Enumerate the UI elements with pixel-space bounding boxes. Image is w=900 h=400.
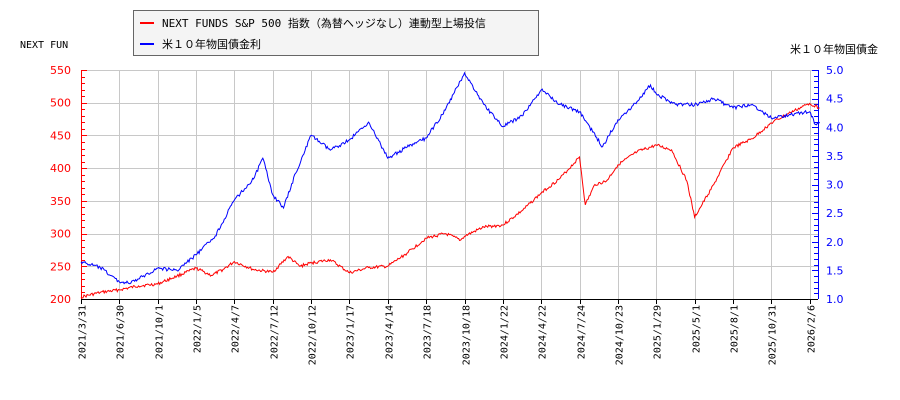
grid-lines bbox=[81, 70, 818, 300]
x-tick-label: 2022/4/7 bbox=[231, 305, 242, 353]
x-tick-label: 2021/10/1 bbox=[155, 305, 166, 359]
x-tick-label: 2025/10/31 bbox=[768, 305, 779, 365]
right-tick-label: 4.0 bbox=[826, 121, 844, 134]
left-tick-label: 200 bbox=[50, 293, 71, 306]
left-axis-title: NEXT FUN bbox=[20, 40, 69, 51]
left-tick-label: 350 bbox=[50, 195, 71, 208]
right-tick-label: 3.0 bbox=[826, 179, 844, 192]
right-tick-label: 4.5 bbox=[826, 93, 844, 106]
legend-item-sp500: NEXT FUNDS S&P 500 指数（為替ヘッジなし）連動型上場投信 bbox=[140, 15, 486, 31]
x-tick-label: 2021/6/30 bbox=[116, 305, 127, 359]
x-tick-label: 2022/1/5 bbox=[193, 305, 204, 353]
x-tick-label: 2024/4/22 bbox=[538, 305, 549, 359]
legend-label-sp500: NEXT FUNDS S&P 500 指数（為替ヘッジなし）連動型上場投信 bbox=[162, 17, 486, 30]
left-axis: 200 250 300 350 400 450 500 550 bbox=[50, 64, 87, 306]
left-tick-label: 550 bbox=[50, 64, 71, 77]
legend-item-yield: 米１０年物国債金利 bbox=[140, 36, 261, 52]
series-lines bbox=[80, 71, 820, 299]
left-tick-label: 450 bbox=[50, 129, 71, 142]
right-tick-label: 5.0 bbox=[826, 64, 844, 77]
x-tick-label: 2023/4/14 bbox=[385, 305, 396, 359]
legend-swatch-red bbox=[140, 22, 154, 24]
us10y-yield-line bbox=[80, 71, 820, 285]
x-tick-label: 2024/1/22 bbox=[500, 305, 511, 359]
x-tick-label: 2023/7/18 bbox=[423, 305, 434, 359]
left-tick-label: 500 bbox=[50, 97, 71, 110]
x-tick-label: 2022/10/12 bbox=[308, 305, 319, 365]
x-tick-label: 2026/2/6 bbox=[807, 305, 818, 353]
right-tick-label: 3.5 bbox=[826, 150, 844, 163]
right-axis-title: 米１０年物国債金 bbox=[790, 43, 878, 56]
left-tick-label: 250 bbox=[50, 260, 71, 273]
x-tick-label: 2023/1/17 bbox=[346, 305, 357, 359]
x-tick-label: 2024/10/23 bbox=[615, 305, 626, 365]
legend-label-yield: 米１０年物国債金利 bbox=[162, 38, 261, 51]
legend-swatch-blue bbox=[140, 43, 154, 45]
chart-legend: NEXT FUNDS S&P 500 指数（為替ヘッジなし）連動型上場投信 米１… bbox=[133, 10, 539, 56]
right-axis: 1.0 1.5 2.0 2.5 3.0 3.5 4.0 4.5 5.0 bbox=[812, 64, 844, 306]
x-tick-label: 2025/8/1 bbox=[730, 305, 741, 353]
left-tick-label: 400 bbox=[50, 162, 71, 175]
right-tick-label: 1.5 bbox=[826, 264, 844, 277]
x-tick-label: 2024/7/24 bbox=[577, 305, 588, 359]
sp500-fund-line bbox=[80, 102, 820, 299]
x-axis: 2021/3/31 2021/6/30 2021/10/1 2022/1/5 2022/… bbox=[78, 299, 818, 365]
right-tick-label: 2.5 bbox=[826, 207, 844, 220]
right-tick-label: 1.0 bbox=[826, 293, 844, 306]
x-tick-label: 2023/10/18 bbox=[462, 305, 473, 365]
x-tick-label: 2021/3/31 bbox=[78, 305, 89, 359]
right-tick-label: 2.0 bbox=[826, 236, 844, 249]
x-tick-label: 2022/7/12 bbox=[270, 305, 281, 359]
x-tick-label: 2025/1/29 bbox=[653, 305, 664, 359]
x-tick-label: 2025/5/1 bbox=[692, 305, 703, 353]
left-tick-label: 300 bbox=[50, 228, 71, 241]
